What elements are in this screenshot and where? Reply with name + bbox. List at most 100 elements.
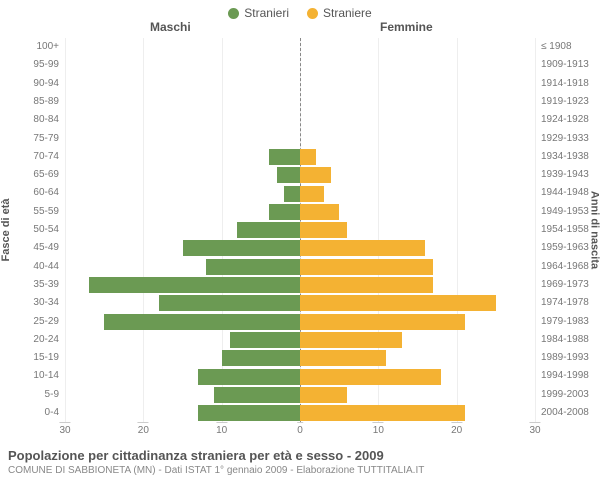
bar-female xyxy=(300,204,339,220)
legend: Stranieri Straniere xyxy=(0,0,600,20)
age-label: 40-44 xyxy=(0,258,63,276)
birth-label: 1994-1998 xyxy=(537,367,600,385)
x-tick-label: 10 xyxy=(373,422,384,436)
bar-male xyxy=(237,222,300,238)
birth-label: 1924-1928 xyxy=(537,111,600,129)
birth-label: 1959-1963 xyxy=(537,239,600,257)
age-label: 15-19 xyxy=(0,349,63,367)
bar-male xyxy=(198,369,300,385)
age-label: 70-74 xyxy=(0,148,63,166)
birth-label: 1999-2003 xyxy=(537,386,600,404)
legend-female-label: Straniere xyxy=(323,6,372,20)
left-age-labels: 100+95-9990-9485-8980-8475-7970-7465-696… xyxy=(0,38,63,422)
bar-male xyxy=(104,314,300,330)
bar-male xyxy=(89,277,301,293)
age-label: 75-79 xyxy=(0,130,63,148)
legend-male: Stranieri xyxy=(228,6,289,20)
bar-male xyxy=(222,350,300,366)
age-label: 85-89 xyxy=(0,93,63,111)
legend-male-swatch xyxy=(228,8,239,19)
birth-label: 2004-2008 xyxy=(537,404,600,422)
bar-female xyxy=(300,167,331,183)
age-label: 80-84 xyxy=(0,111,63,129)
bar-female xyxy=(300,387,347,403)
bar-male xyxy=(206,259,300,275)
birth-label: 1989-1993 xyxy=(537,349,600,367)
caption-title: Popolazione per cittadinanza straniera p… xyxy=(8,448,592,463)
birth-label: 1949-1953 xyxy=(537,203,600,221)
x-tick-label: 10 xyxy=(216,422,227,436)
bar-male xyxy=(269,149,300,165)
age-label: 30-34 xyxy=(0,294,63,312)
age-label: 65-69 xyxy=(0,166,63,184)
x-axis: 30 20 10 0 10 20 30 xyxy=(0,422,600,444)
age-label: 20-24 xyxy=(0,331,63,349)
bar-male xyxy=(269,204,300,220)
age-label: 55-59 xyxy=(0,203,63,221)
birth-label: 1934-1938 xyxy=(537,148,600,166)
bar-female xyxy=(300,350,386,366)
birth-label: ≤ 1908 xyxy=(537,38,600,56)
x-tick-label: 20 xyxy=(138,422,149,436)
age-label: 50-54 xyxy=(0,221,63,239)
legend-male-label: Stranieri xyxy=(244,6,289,20)
birth-label: 1939-1943 xyxy=(537,166,600,184)
bar-male xyxy=(284,186,300,202)
birth-label: 1974-1978 xyxy=(537,294,600,312)
birth-label: 1944-1948 xyxy=(537,184,600,202)
right-birth-labels: ≤ 19081909-19131914-19181919-19231924-19… xyxy=(537,38,600,422)
grid-line xyxy=(535,38,536,422)
bars-container xyxy=(65,38,535,422)
age-label: 10-14 xyxy=(0,367,63,385)
legend-female-swatch xyxy=(307,8,318,19)
bar-female xyxy=(300,240,425,256)
bar-female xyxy=(300,314,465,330)
x-ticks: 3020100102030 xyxy=(65,422,535,444)
x-tick-label: 30 xyxy=(529,422,540,436)
plot-area: Fasce di età Anni di nascita 100+95-9990… xyxy=(0,38,600,422)
birth-label: 1929-1933 xyxy=(537,130,600,148)
bar-male xyxy=(159,295,300,311)
caption-sub: COMUNE DI SABBIONETA (MN) - Dati ISTAT 1… xyxy=(8,465,592,476)
x-tick-label: 20 xyxy=(451,422,462,436)
birth-label: 1909-1913 xyxy=(537,56,600,74)
age-label: 45-49 xyxy=(0,239,63,257)
birth-label: 1969-1973 xyxy=(537,276,600,294)
birth-label: 1954-1958 xyxy=(537,221,600,239)
bar-female xyxy=(300,295,496,311)
bar-female xyxy=(300,259,433,275)
bar-female xyxy=(300,332,402,348)
age-label: 25-29 xyxy=(0,313,63,331)
bar-female xyxy=(300,369,441,385)
age-label: 100+ xyxy=(0,38,63,56)
birth-label: 1964-1968 xyxy=(537,258,600,276)
x-tick-label: 30 xyxy=(59,422,70,436)
age-label: 0-4 xyxy=(0,404,63,422)
top-label-female: Femmine xyxy=(380,20,433,34)
bar-female xyxy=(300,149,316,165)
bar-male xyxy=(183,240,301,256)
top-labels: Maschi Femmine xyxy=(0,20,600,38)
age-label: 90-94 xyxy=(0,75,63,93)
population-pyramid-chart: Stranieri Straniere Maschi Femmine Fasce… xyxy=(0,0,600,500)
x-tick-label: 0 xyxy=(297,422,303,436)
bar-male xyxy=(198,405,300,421)
age-label: 5-9 xyxy=(0,386,63,404)
age-label: 35-39 xyxy=(0,276,63,294)
birth-label: 1919-1923 xyxy=(537,93,600,111)
bar-male xyxy=(277,167,301,183)
birth-label: 1979-1983 xyxy=(537,313,600,331)
birth-label: 1984-1988 xyxy=(537,331,600,349)
birth-label: 1914-1918 xyxy=(537,75,600,93)
age-label: 95-99 xyxy=(0,56,63,74)
age-label: 60-64 xyxy=(0,184,63,202)
top-label-male: Maschi xyxy=(150,20,191,34)
legend-female: Straniere xyxy=(307,6,372,20)
bar-male xyxy=(214,387,300,403)
caption: Popolazione per cittadinanza straniera p… xyxy=(0,444,600,476)
bar-female xyxy=(300,222,347,238)
bar-female xyxy=(300,405,465,421)
bar-female xyxy=(300,186,324,202)
bar-female xyxy=(300,277,433,293)
bar-male xyxy=(230,332,301,348)
